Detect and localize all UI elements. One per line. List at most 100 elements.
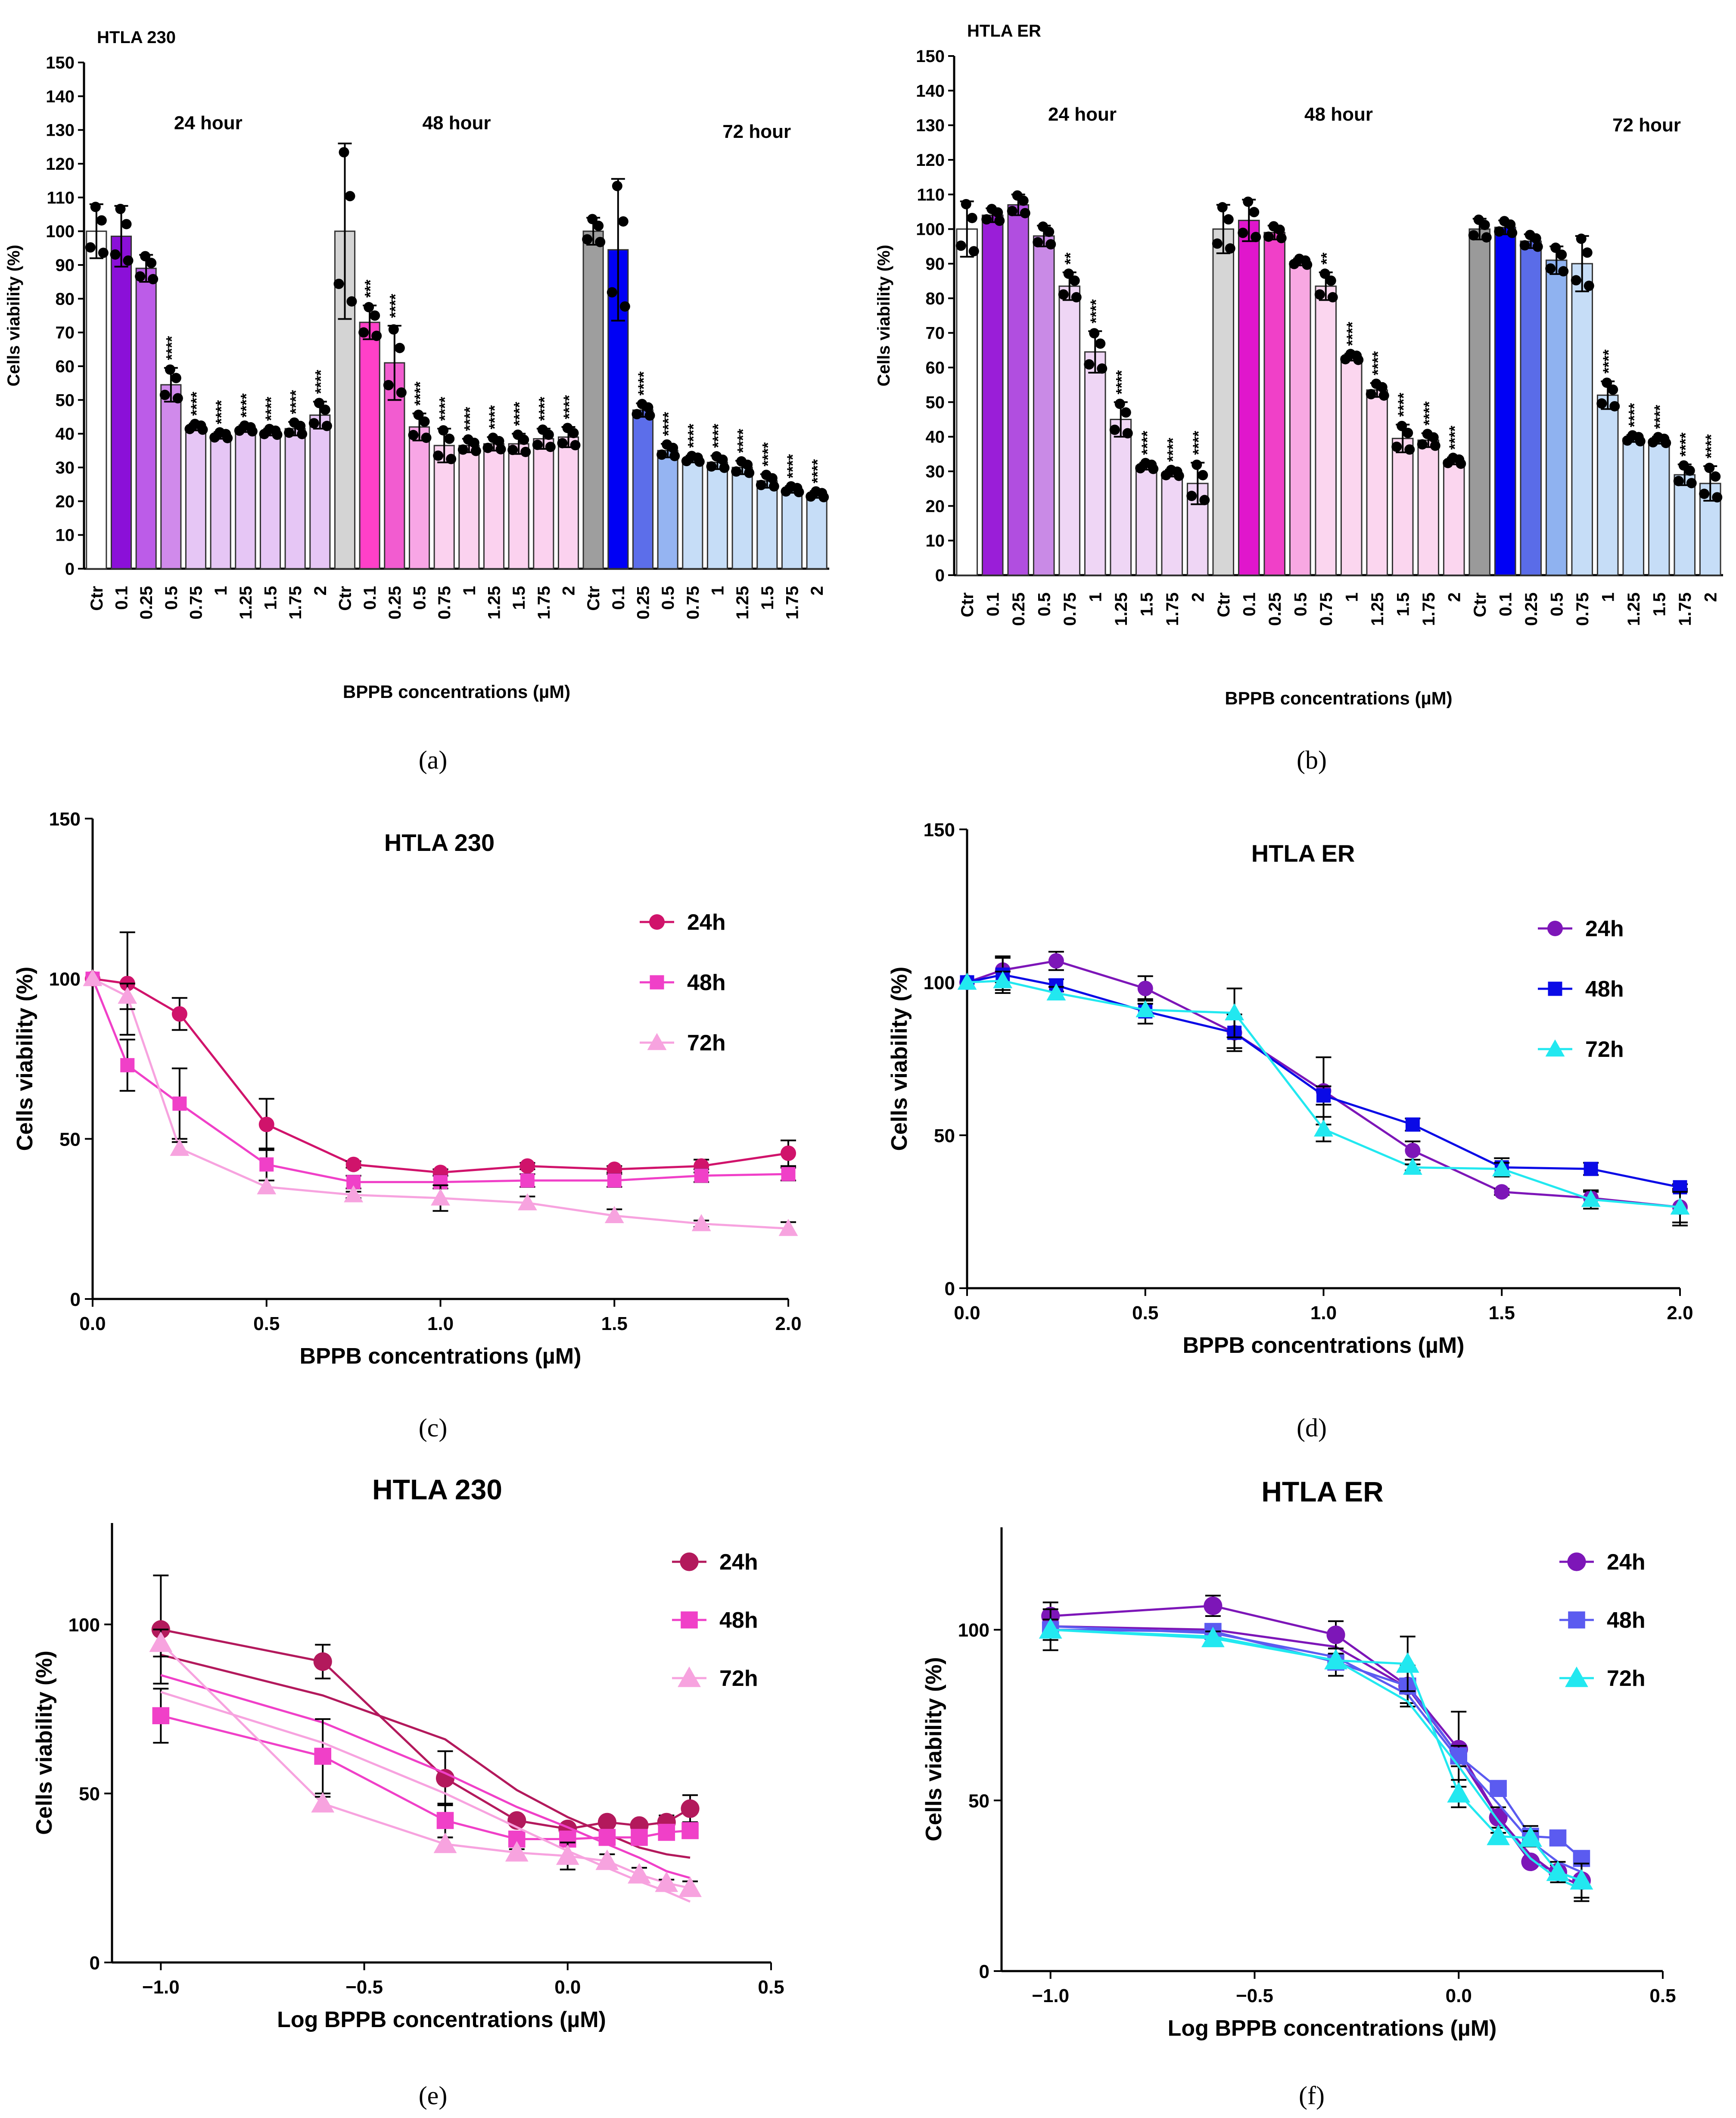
significance-marker: **** [237, 393, 255, 417]
data-point [1565, 1666, 1588, 1687]
y-axis-label: Cells viability (%) [887, 967, 912, 1151]
bar [806, 494, 828, 570]
data-point [1136, 1000, 1155, 1018]
series-line [92, 978, 789, 1174]
y-tick-label: 10 [56, 526, 75, 545]
y-tick-label: 60 [56, 357, 75, 376]
data-point [686, 451, 697, 461]
bar [1468, 228, 1491, 576]
data-point [222, 433, 233, 443]
x-tick-label: 1.25 [485, 586, 504, 620]
bar [1622, 438, 1645, 576]
data-point [957, 972, 977, 990]
data-point [413, 409, 424, 420]
data-point [532, 439, 543, 450]
data-point [513, 430, 523, 440]
bar [1571, 263, 1593, 576]
data-point [121, 219, 132, 230]
significance-marker: **** [163, 336, 180, 360]
series-48h [152, 1674, 699, 1879]
data-point [1223, 214, 1234, 225]
y-tick-label: 0 [935, 566, 945, 585]
x-tick-label: 0.25 [1009, 592, 1028, 626]
data-point [146, 258, 157, 268]
data-point [1039, 1618, 1062, 1639]
data-point [1704, 462, 1715, 473]
significance-marker: **** [1599, 349, 1617, 374]
bar [657, 450, 678, 570]
data-point [650, 975, 664, 990]
data-point [159, 389, 170, 400]
data-point [470, 445, 481, 456]
chart-d: HTLA ER 0 50 100 150 0.0 0.5 1.0 1.5 2.0 BPPB conc… [887, 819, 1693, 1358]
data-point [239, 420, 250, 431]
x-tick-label: 1.5 [601, 1313, 628, 1334]
data-point [346, 296, 357, 307]
x-tick-label: 0.25 [137, 586, 156, 620]
significance-marker: **** [1113, 370, 1130, 394]
x-tick-label: 1 [709, 586, 728, 595]
data-point [1710, 471, 1721, 482]
x-tick-label: 0.75 [435, 586, 454, 620]
x-tick-label: 1.75 [1419, 592, 1438, 626]
x-tick-label: Ctr [336, 586, 355, 611]
significance-marker: **** [411, 382, 429, 406]
data-point [1397, 420, 1407, 431]
y-tick-label: 100 [46, 222, 75, 241]
data-point [1699, 489, 1710, 499]
data-point [595, 237, 606, 247]
y-tick-label: 40 [56, 425, 75, 444]
data-point [520, 446, 531, 457]
data-point [1033, 237, 1043, 248]
data-point [587, 214, 598, 224]
data-point [1396, 1652, 1419, 1673]
data-point [1263, 231, 1274, 242]
data-point [1556, 249, 1567, 260]
y-tick-label: 150 [49, 809, 81, 830]
significance-marker: **** [734, 429, 752, 453]
significance-marker: *** [361, 280, 379, 298]
series-line [967, 973, 1680, 1189]
significance-marker: **** [1369, 351, 1387, 375]
data-point [706, 461, 717, 472]
data-point [967, 212, 977, 223]
x-tick-label: 1 [1599, 592, 1618, 602]
significance-marker: **** [1394, 393, 1412, 417]
y-tick-label: 150 [924, 819, 955, 841]
series-72h [957, 971, 1690, 1224]
data-point [1212, 238, 1223, 249]
data-point [556, 1844, 579, 1865]
data-point [719, 462, 730, 473]
data-point [968, 246, 979, 257]
data-point [1546, 1860, 1570, 1881]
significance-marker: **** [684, 424, 702, 448]
bar [981, 215, 1004, 576]
data-point [436, 1812, 454, 1829]
bar [1340, 356, 1363, 576]
series-72h [1039, 1618, 1593, 1899]
series-48h [960, 955, 1688, 1195]
significance-marker: **** [660, 412, 677, 436]
bar [235, 428, 256, 570]
bar [1674, 474, 1696, 576]
data-point [1581, 1190, 1601, 1207]
bar [1315, 285, 1337, 576]
data-point [691, 1214, 711, 1231]
data-point [1405, 1143, 1421, 1159]
data-point [768, 481, 779, 492]
x-tick-label: 0.0 [79, 1313, 106, 1334]
data-point [1020, 208, 1030, 218]
fit-curve [160, 1691, 691, 1903]
data-point [284, 427, 295, 438]
data-point [419, 416, 430, 427]
data-point [433, 450, 444, 461]
bar [1520, 240, 1542, 576]
data-point [637, 399, 647, 409]
data-point [444, 433, 455, 444]
data-point [339, 147, 349, 158]
y-tick-label: 140 [46, 87, 75, 106]
bar [359, 321, 380, 570]
data-point [731, 466, 742, 477]
data-point [388, 324, 399, 335]
data-point [1567, 1552, 1586, 1571]
